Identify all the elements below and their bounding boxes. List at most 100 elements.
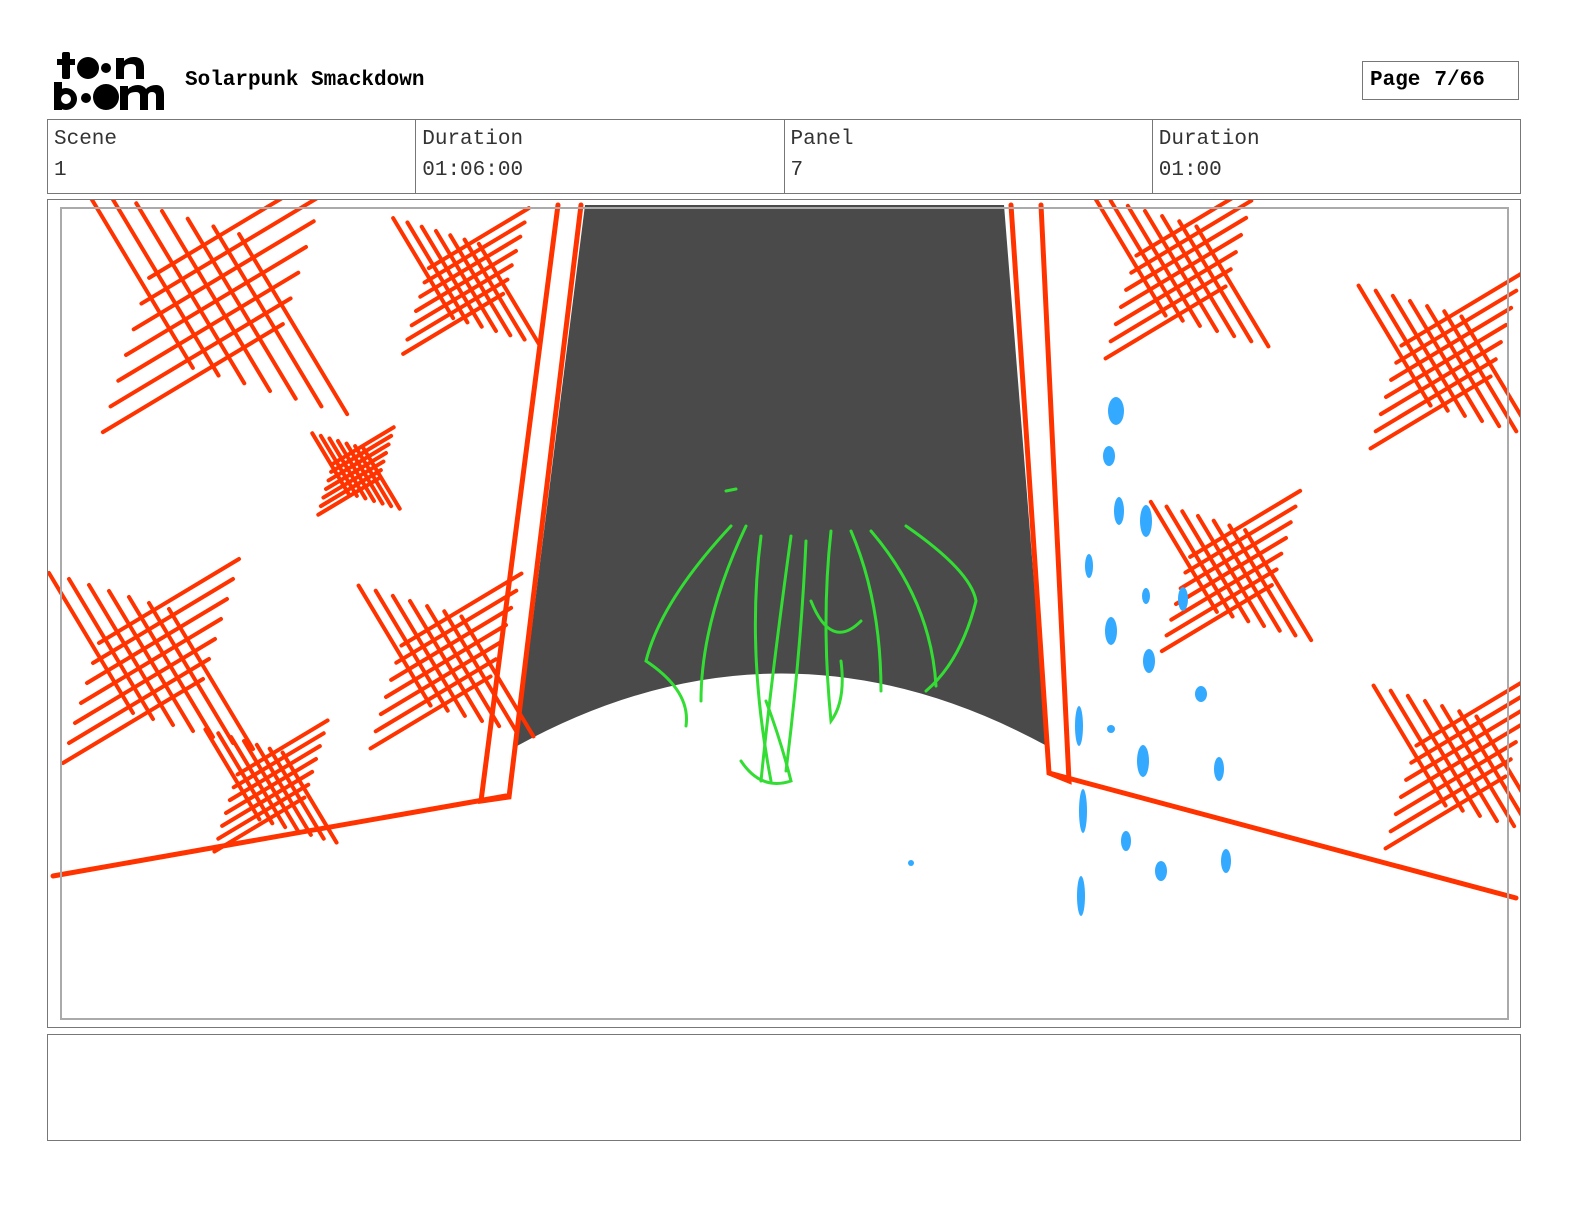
hatch-stroke [79,617,223,705]
hatch-stroke [373,588,450,713]
green-stroke [724,487,738,493]
hatch-stroke [185,216,298,401]
hatch-stroke [1093,200,1168,318]
hatch-stroke [316,476,381,517]
hatch-stroke [1394,288,1519,365]
panel-notes[interactable] [47,1034,1521,1141]
hatch-stroke [373,657,498,734]
blue-drop [1143,649,1155,673]
hatch-stroke [267,746,326,841]
hatch-stroke [224,757,318,815]
panel-value: 7 [790,159,804,182]
hatch-stroke [399,571,524,648]
hatch-stroke [1183,504,1298,575]
hatch-stroke [1457,709,1520,817]
hatch-stroke [422,220,527,285]
hatch-stroke [1243,528,1314,643]
toon-boom-logo [54,52,164,110]
hatch-stroke [1188,488,1303,559]
blue-drop [1140,505,1152,537]
hatch-stroke [1425,304,1502,429]
hatch-stroke [1177,219,1254,344]
blue-drop [1121,831,1131,851]
hatch-stroke [85,597,229,685]
panel-duration-value: 01:00 [1158,159,1222,182]
hatch-stroke [108,296,293,409]
green-stroke [699,524,748,703]
hatch-stroke [1373,288,1450,413]
blue-drop [1114,497,1124,525]
hatch-stroke [73,637,217,725]
hatch-stroke [448,233,513,338]
panel-duration-cell: Duration 01:00 [1151,120,1520,193]
panel-duration-label: Duration [1158,128,1260,151]
room-edges [50,202,1519,901]
hatch-stroke [310,431,351,496]
hatch-stroke [1384,323,1508,399]
hatch-stroke [418,234,523,299]
panel-cell: Panel 7 [783,120,1152,193]
green-stroke [644,524,733,728]
hatch-stroke [1404,709,1520,782]
hatch-stroke [1124,215,1249,292]
hatch-stroke [1108,200,1185,323]
green-stroke [739,699,793,785]
hatch-stroke [231,731,326,790]
hatch-stroke [425,604,502,729]
panel-drawing [48,200,1520,916]
hatch-stroke [384,623,508,699]
hatch-stroke [61,677,205,765]
hatch-stroke [1442,309,1519,434]
hatch-stroke [131,219,316,332]
hatch-stroke [1459,314,1520,418]
blue-drop [1214,757,1224,781]
hatch-stroke [1388,757,1513,834]
hatch-stroke [361,446,402,511]
hatch-stroke [1371,683,1448,808]
blue-drop [1079,789,1087,833]
green-stroke [904,524,978,693]
hatch-stroke [1169,551,1284,622]
panel-info-table: Scene 1 Duration 01:06:00 Panel 7 Duration 0… [47,119,1521,194]
blue-drop [1195,686,1207,702]
hatch-stroke [1393,740,1518,817]
hatch-stroke [1399,272,1520,348]
hatch-stroke [368,674,493,751]
hatch-stroke [326,442,391,483]
blue-drop [1107,725,1115,733]
hatch-stroke [329,433,394,474]
panel-label: Panel [790,128,854,151]
hatch-stroke [48,571,135,715]
hatch-stroke [1399,723,1520,799]
scene-cell: Scene 1 [48,120,415,193]
hatch-stroke [1178,520,1293,591]
blue-drop [1142,588,1150,604]
hatch-stroke [1373,357,1498,434]
hatch-stroke [91,577,235,665]
storyboard-panel [47,199,1521,1028]
hatch-stroke [331,425,396,466]
hatch-stroke [1113,250,1238,327]
hatch-stroke [211,224,324,409]
hatch-stroke [1148,499,1219,614]
hatch-stroke [227,744,322,803]
hatch-stroke [1103,284,1228,361]
hatch-stroke [1414,681,1520,748]
hatch-stroke [147,601,235,745]
hatch-stroke [147,200,283,280]
hatch-stroke [89,200,195,370]
hatch-stroke [1378,340,1503,417]
hatch-stroke [1440,704,1517,829]
hatch-stroke [67,577,155,721]
hatch-stroke [1174,536,1288,606]
hatch-stroke [1134,200,1233,258]
project-title: Solarpunk Smackdown [185,69,425,92]
hatch-stroke [1194,224,1271,349]
hatch-stroke [237,232,350,417]
hatch-stroke [203,727,262,822]
scene-duration-label: Duration [422,128,524,151]
hatch-stroke [216,782,311,841]
blue-drops [908,397,1231,916]
green-stroke [849,529,883,693]
hatch-stroke [356,583,433,708]
